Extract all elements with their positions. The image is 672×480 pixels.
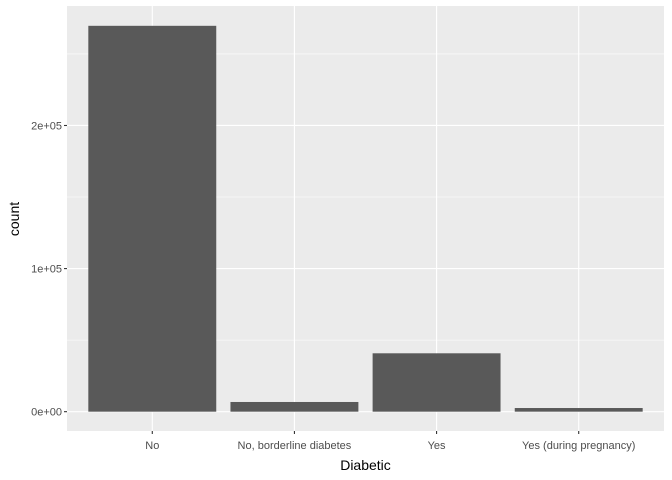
y-tick-label: 0e+00 [31,407,62,419]
y-axis-title: count [6,202,22,236]
x-axis-title: Diabetic [340,457,391,473]
bar [372,353,501,412]
x-tick-label: Yes [428,440,446,452]
x-tick-label: No [145,440,159,452]
x-tick-label: Yes (during pregnancy) [522,440,635,452]
y-tick-label: 2e+05 [31,120,62,132]
bar [88,25,217,412]
bar [230,401,359,412]
y-axis: 0e+00 1e+05 2e+05 [31,120,67,419]
bar [514,408,643,412]
bars [88,25,643,412]
x-tick-label: No, borderline diabetes [238,440,352,452]
y-tick-label: 1e+05 [31,264,62,276]
x-axis: No No, borderline diabetes Yes Yes (during … [145,431,635,452]
